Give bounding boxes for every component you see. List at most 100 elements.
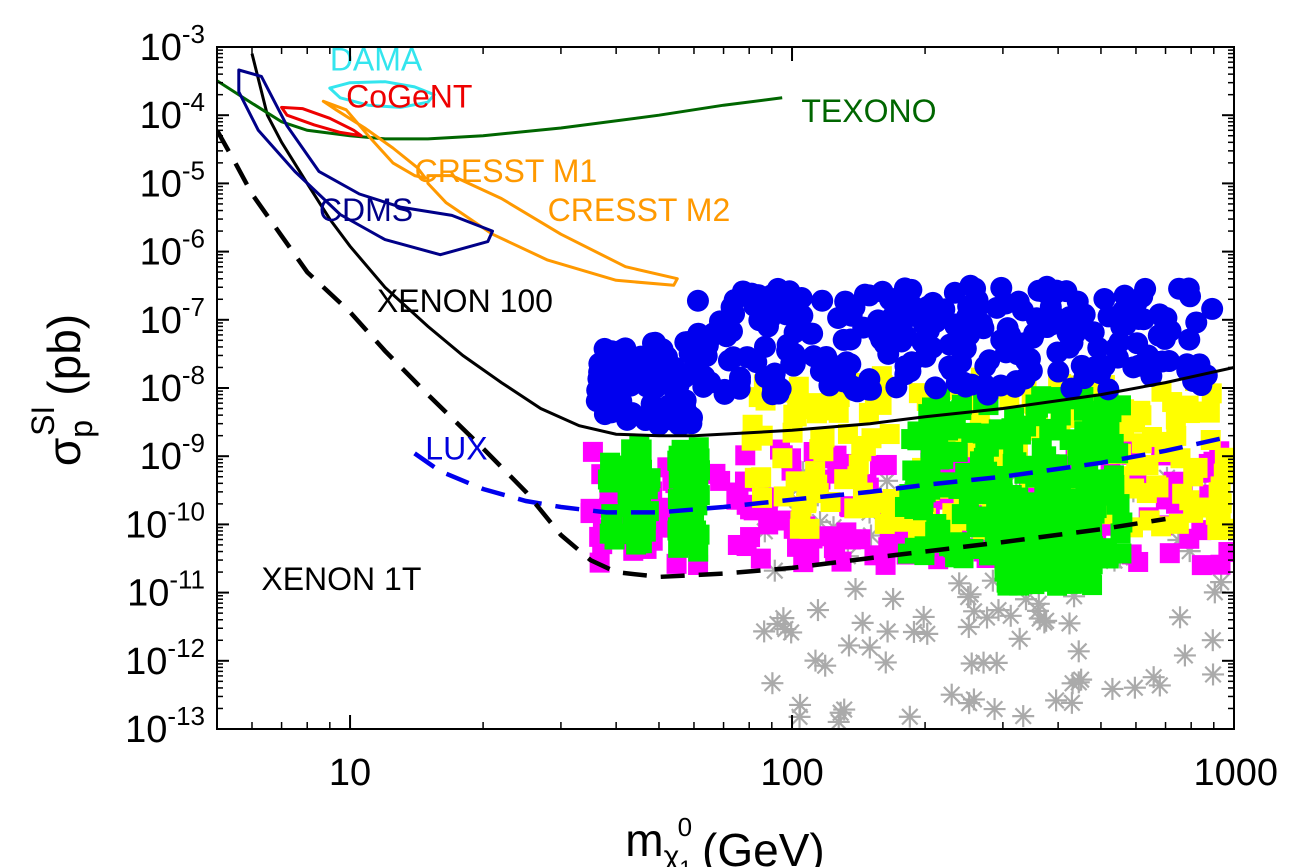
- point-blue-circle: [1168, 277, 1191, 300]
- point-blue-circle: [1201, 297, 1224, 320]
- point-blue-circle: [1003, 375, 1026, 398]
- point-magenta-square: [1159, 543, 1180, 564]
- point-yellow-square: [788, 376, 809, 397]
- y-tick-label: 10-6: [140, 224, 205, 274]
- point-magenta-square: [705, 463, 726, 484]
- point-yellow-square: [805, 461, 826, 482]
- point-green-square: [688, 541, 709, 562]
- contour-cogent: [280, 105, 363, 138]
- point-grey-asterisk: [940, 683, 963, 706]
- point-magenta-square: [666, 553, 687, 574]
- point-grey-asterisk: [1012, 705, 1035, 728]
- x-axis-title-subsub: 1: [679, 856, 691, 867]
- point-green-square: [1027, 397, 1048, 418]
- point-magenta-square: [875, 554, 896, 575]
- point-green-square: [978, 436, 999, 457]
- y-tick-label: 10-7: [140, 292, 205, 342]
- point-green-square: [671, 439, 692, 460]
- point-grey-asterisk: [789, 693, 812, 716]
- point-yellow-square: [783, 404, 804, 425]
- point-green-square: [1057, 543, 1078, 564]
- point-blue-circle: [593, 403, 616, 426]
- y-axis-title-sub: p: [63, 420, 99, 438]
- point-magenta-square: [580, 503, 601, 524]
- point-blue-circle: [791, 304, 814, 327]
- point-magenta-square: [582, 441, 603, 462]
- contour-dama: [328, 80, 436, 109]
- point-grey-asterisk: [806, 599, 829, 622]
- point-blue-circle: [783, 321, 806, 344]
- point-grey-asterisk: [1101, 677, 1124, 700]
- point-grey-asterisk: [1061, 672, 1084, 695]
- y-tick-label: 10-13: [125, 701, 205, 751]
- label-cdms: CDMS: [319, 192, 413, 228]
- point-blue-circle: [1087, 336, 1110, 359]
- point-grey-asterisk: [766, 613, 789, 636]
- point-blue-circle: [815, 345, 838, 368]
- point-green-square: [1039, 543, 1060, 564]
- point-yellow-square: [879, 424, 900, 445]
- point-green-square: [1059, 429, 1080, 450]
- point-blue-circle: [801, 322, 824, 345]
- point-green-square: [921, 421, 942, 442]
- point-yellow-square: [782, 422, 803, 443]
- point-grey-asterisk: [837, 634, 860, 657]
- point-yellow-square: [844, 498, 865, 519]
- y-axis-title-base: σ: [38, 438, 90, 466]
- point-yellow-square: [1168, 513, 1189, 534]
- y-tick-label: 10-10: [125, 496, 205, 546]
- x-axis-title-sub: χ: [664, 840, 680, 867]
- point-yellow-square: [871, 492, 892, 513]
- point-grey-asterisk: [976, 606, 999, 629]
- x-axis-title-base: m: [625, 814, 663, 866]
- point-green-square: [600, 452, 621, 473]
- point-blue-circle: [763, 362, 786, 385]
- point-grey-asterisk: [985, 651, 1008, 674]
- point-grey-asterisk: [912, 605, 935, 628]
- point-blue-circle: [1097, 378, 1120, 401]
- point-blue-circle: [686, 337, 709, 360]
- curve-texono: [217, 79, 783, 141]
- point-grey-asterisk: [844, 578, 867, 601]
- y-axis-title-sup: SI: [25, 406, 61, 436]
- point-green-square: [1103, 433, 1124, 454]
- point-yellow-square: [1170, 448, 1191, 469]
- point-blue-circle: [736, 346, 759, 369]
- label-texono: TEXONO: [801, 93, 936, 129]
- point-blue-circle: [957, 295, 980, 318]
- point-yellow-square: [1192, 401, 1213, 422]
- point-yellow-square: [1172, 483, 1193, 504]
- x-tick-label: 1000: [1193, 752, 1278, 794]
- x-axis-ticks: 10 100 1000: [251, 47, 1278, 794]
- point-green-square: [629, 517, 650, 538]
- point-blue-circle: [1153, 327, 1176, 350]
- x-axis-title-unit: (GeV): [702, 824, 825, 867]
- point-grey-asterisk: [1033, 611, 1056, 634]
- x-axis-title-sup: 0: [678, 812, 692, 842]
- point-blue-circle: [605, 345, 628, 368]
- point-blue-circle: [867, 309, 890, 332]
- y-axis-title-unit: (pb): [38, 314, 90, 396]
- label-cogent: CoGeNT: [346, 78, 472, 114]
- point-yellow-square: [874, 513, 895, 534]
- point-blue-circle: [1178, 328, 1201, 351]
- point-green-square: [1004, 407, 1025, 428]
- point-yellow-square: [742, 414, 763, 435]
- x-tick-label: 100: [760, 752, 823, 794]
- point-blue-circle: [811, 289, 834, 312]
- point-green-square: [1101, 402, 1122, 423]
- point-grey-asterisk: [1123, 676, 1146, 699]
- point-yellow-square: [772, 448, 793, 469]
- point-blue-circle: [902, 295, 925, 318]
- point-yellow-square: [796, 491, 817, 512]
- point-yellow-square: [1151, 381, 1172, 402]
- point-magenta-square: [750, 548, 771, 569]
- point-green-square: [1106, 494, 1127, 515]
- point-blue-circle: [1093, 355, 1116, 378]
- point-green-square: [689, 448, 710, 469]
- point-green-square: [1081, 544, 1102, 565]
- point-grey-asterisk: [902, 620, 925, 643]
- point-yellow-square: [871, 394, 892, 415]
- point-blue-circle: [1015, 349, 1038, 372]
- point-blue-circle: [820, 364, 843, 387]
